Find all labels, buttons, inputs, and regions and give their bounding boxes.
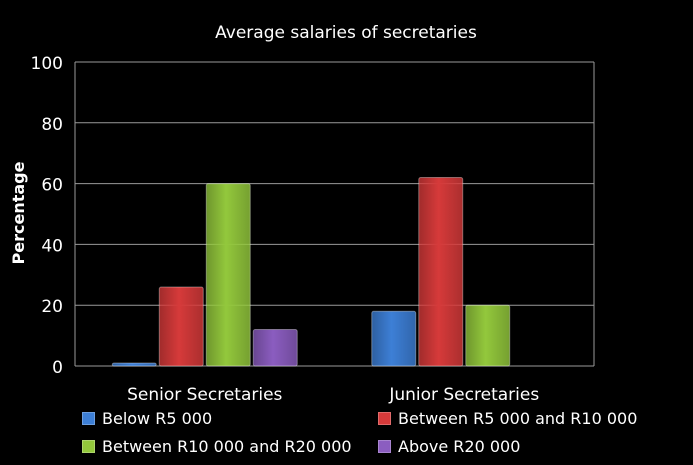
bar-senior-secretaries-series-1 [158, 286, 204, 367]
legend-item: Below R5 000 [82, 406, 212, 430]
legend-label: Between R5 000 and R10 000 [398, 408, 638, 428]
bar-senior-secretaries-series-3 [252, 329, 298, 367]
y-tick-label: 100 [31, 54, 63, 74]
legend-swatch [378, 411, 391, 425]
y-tick-label: 80 [41, 115, 63, 135]
legend-item: Between R10 000 and R20 000 [82, 434, 352, 458]
gridlines [75, 61, 594, 306]
bar-junior-secretaries-series-1 [418, 177, 464, 367]
legend-item: Between R5 000 and R10 000 [378, 406, 637, 430]
bars [111, 177, 511, 367]
bar-junior-secretaries-series-0 [371, 310, 417, 367]
x-tick-label: Senior Secretaries [127, 385, 282, 405]
legend-swatch [82, 439, 95, 453]
tick-labels: 0 20 40 60 80 100 Senior Secretaries Junior Sec… [31, 54, 540, 405]
y-tick-label: 60 [41, 176, 63, 196]
axes [74, 61, 595, 367]
y-tick-label: 40 [41, 236, 63, 256]
legend: Below R5 000 Between R5 000 and R10 000 Be… [0, 404, 693, 464]
legend-item: Above R20 000 [378, 434, 520, 458]
legend-label: Between R10 000 and R20 000 [102, 436, 352, 456]
bar-senior-secretaries-series-2 [205, 183, 251, 367]
chart-title: Average salaries of secretaries [215, 23, 477, 43]
x-tick-label: Junior Secretaries [388, 385, 539, 405]
y-tick-label: 0 [52, 358, 63, 378]
y-axis-label: Percentage [9, 161, 28, 264]
bar-junior-secretaries-series-2 [465, 304, 511, 367]
bar-senior-secretaries-series-0 [111, 362, 157, 367]
legend-label: Above R20 000 [398, 436, 521, 456]
legend-label: Below R5 000 [102, 408, 213, 428]
legend-swatch [82, 411, 95, 425]
legend-swatch [378, 439, 391, 453]
y-tick-label: 20 [41, 297, 63, 317]
